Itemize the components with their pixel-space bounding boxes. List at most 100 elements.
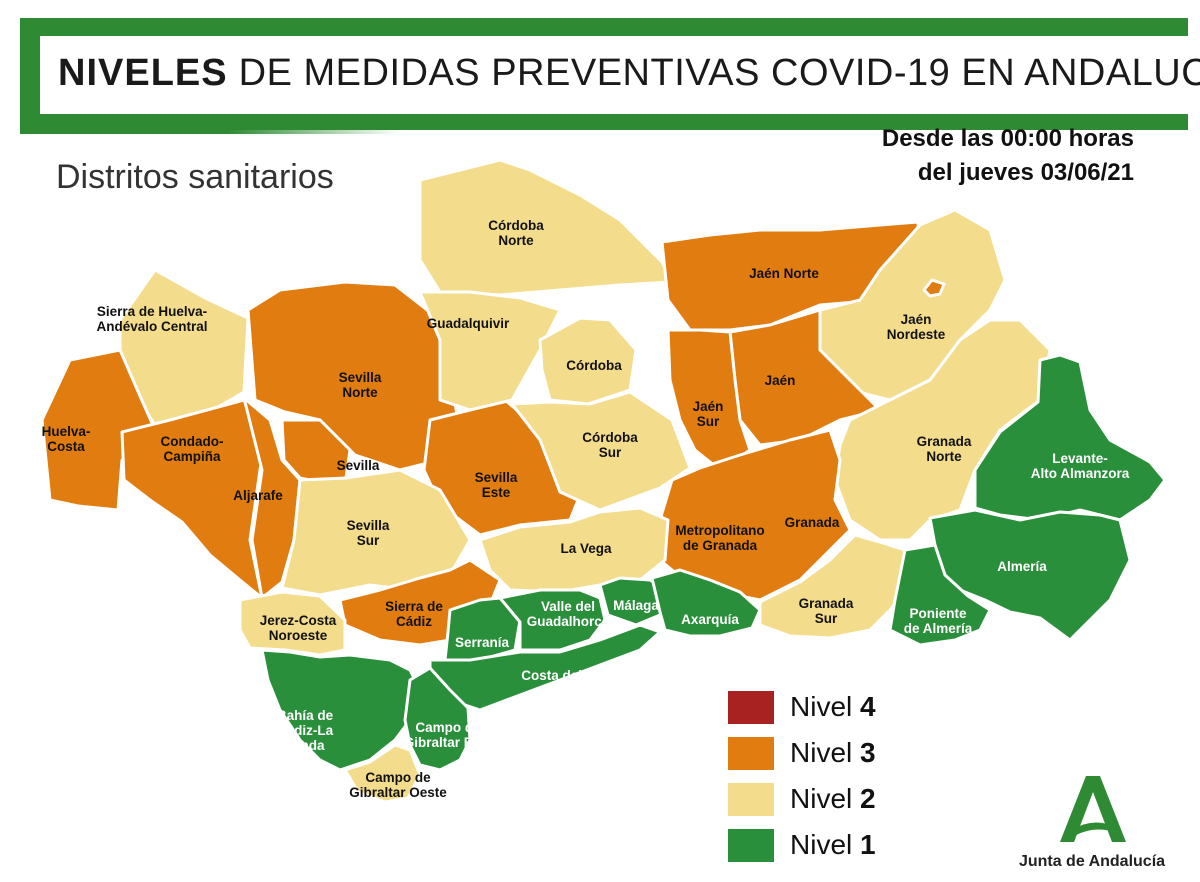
district-label-line: Gibraltar Oeste — [349, 785, 447, 800]
district-label-line: Axarquía — [681, 612, 739, 627]
date-line-2: del jueves 03/06/21 — [917, 159, 1134, 186]
legend-number: 4 — [860, 691, 876, 722]
district-axarquia — [650, 568, 762, 638]
date-block: Desde las 00:00 horas del jueves 03/06/2… — [882, 122, 1134, 190]
date-line-1: Desde las 00:00 horas — [881, 125, 1134, 152]
district-la-vega — [478, 506, 670, 594]
district-bahia-de-cadiz-la-janda — [260, 648, 422, 772]
district-label-granada: Granada — [785, 515, 840, 530]
district-label-cordoba-norte: Córdoba Norte — [488, 218, 544, 248]
district-label-line: Sur — [599, 445, 622, 460]
district-label-line: Granada — [917, 434, 972, 449]
legend-label: Nivel 1 — [790, 829, 876, 861]
legend-row-nivel-1: Nivel 1 — [728, 822, 876, 868]
district-label-line: Norte — [926, 449, 962, 464]
district-label-campo-de-gibraltar-este: Campo de Gibraltar Este — [404, 720, 493, 750]
district-label-huelva-costa: Huelva-Costa — [42, 424, 91, 454]
district-label-line: Noroeste — [269, 628, 328, 643]
legend-word: Nivel — [790, 783, 861, 814]
legend-word: Nivel — [790, 691, 861, 722]
district-poniente-de-almeria — [888, 543, 992, 647]
legend-swatch — [728, 828, 774, 862]
district-label-line: Huelva- — [42, 424, 91, 439]
district-label-line: de Granada — [683, 538, 758, 553]
district-label-line: Nordeste — [887, 327, 946, 342]
legend-number: 3 — [860, 737, 876, 768]
district-label-line: Jaén — [901, 312, 932, 327]
district-cordoba-norte — [418, 158, 674, 297]
district-label-sevilla-sur: Sevilla Sur — [347, 518, 390, 548]
district-label-cordoba: Córdoba — [566, 358, 622, 373]
district-label-sevilla-este: Sevilla Este — [475, 470, 518, 500]
district-guadalquivir — [418, 290, 562, 412]
district-label-malaga: Málaga — [613, 598, 659, 613]
district-serrania — [443, 596, 522, 662]
district-label-line: Sur — [697, 414, 720, 429]
junta-andalucia-logo-icon — [1060, 776, 1126, 842]
district-label-campo-de-gibraltar-oeste: Campo de Gibraltar Oeste — [349, 770, 447, 800]
legend-swatch — [728, 782, 774, 816]
district-label-line: Norte — [342, 385, 378, 400]
district-label-line: Condado- — [161, 434, 224, 449]
district-label-jaen-nordeste: Jaén Nordeste — [887, 312, 946, 342]
district-label-line: Valle del — [541, 599, 595, 614]
district-label-line: Andévalo Central — [96, 319, 207, 334]
district-label-la-vega: La Vega — [560, 541, 612, 556]
district-label-poniente-de-almeria: Poniente de Almería — [904, 606, 973, 636]
district-cordoba-sur — [510, 390, 692, 512]
district-campo-de-gibraltar-este — [403, 666, 472, 772]
district-label-sevilla: Sevilla — [337, 458, 380, 473]
district-jaen-sur — [666, 328, 752, 472]
district-label-line: de Almería — [904, 621, 973, 636]
district-label-sierra-de-huelva-andevalo-central: Sierra de Huelva-Andévalo Central — [96, 304, 207, 334]
district-label-bahia-de-cadiz-la-janda: Bahía de Cádiz-La Janda — [277, 708, 334, 753]
district-label-condado-campina: Condado-Campiña — [161, 434, 224, 464]
district-label-line: Cádiz — [396, 614, 432, 629]
brand: Junta de Andalucía — [1012, 772, 1172, 871]
district-label-line: Sur — [815, 611, 838, 626]
brand-text: Junta de Andalucía — [1018, 853, 1166, 870]
district-label-line: Sevilla — [337, 458, 380, 473]
legend-swatch — [728, 736, 774, 770]
district-label-line: La Vega — [560, 541, 612, 556]
page-title: NIVELES DE MEDIDAS PREVENTIVAS COVID-19 … — [58, 52, 1200, 95]
legend-label: Nivel 4 — [790, 691, 876, 723]
district-label-line: Guadalquivir — [427, 316, 510, 331]
district-campo-de-gibraltar-oeste — [343, 743, 422, 804]
district-label-valle-del-guadalhorce: Valle del Guadalhorce — [527, 599, 610, 629]
district-label-cordoba-sur: Córdoba Sur — [582, 430, 638, 460]
district-label-line: Campo de — [365, 770, 431, 785]
district-label-jaen-sur: Jaén Sur — [693, 399, 724, 429]
district-label-line: Campo de — [415, 720, 481, 735]
district-label-granada-norte: Granada Norte — [917, 434, 972, 464]
district-label-line: Costa — [47, 439, 85, 454]
district-label-line: Granada — [799, 596, 854, 611]
district-label-sevilla-norte: Sevilla Norte — [339, 370, 382, 400]
legend-row-nivel-4: Nivel 4 — [728, 684, 876, 730]
district-label-line: Córdoba — [582, 430, 638, 445]
district-label-line: Sevilla — [347, 518, 390, 533]
district-label-line: Serranía — [455, 635, 510, 650]
district-label-line: Almería — [997, 559, 1047, 574]
district-label-levante-alto-almanzora: Levante-Alto Almanzora — [1031, 451, 1130, 481]
legend-word: Nivel — [790, 737, 861, 768]
district-label-line: Poniente — [909, 606, 966, 621]
district-label-line: Jaén Norte — [749, 266, 819, 281]
district-label-line: Alto Almanzora — [1031, 466, 1130, 481]
legend-label: Nivel 3 — [790, 737, 876, 769]
title-box — [40, 36, 1188, 114]
district-label-line: Cádiz-La — [277, 723, 334, 738]
district-label-line: Málaga — [613, 598, 659, 613]
district-label-line: Levante- — [1052, 451, 1108, 466]
district-label-line: Metropolitano — [675, 523, 764, 538]
district-label-line: Jerez-Costa — [260, 613, 337, 628]
district-label-line: Jaén — [765, 373, 796, 388]
district-label-line: Sierra de — [385, 599, 443, 614]
legend: Nivel 4 Nivel 3 Nivel 2 Nivel 1 — [728, 684, 876, 868]
district-valle-del-guadalhorce — [498, 588, 607, 652]
title-strong: NIVELES — [58, 52, 228, 94]
district-label-metropolitano-de-granada: Metropolitano de Granada — [675, 523, 764, 553]
district-label-granada-sur: Granada Sur — [799, 596, 854, 626]
district-label-line: Guadalhorce — [527, 614, 610, 629]
